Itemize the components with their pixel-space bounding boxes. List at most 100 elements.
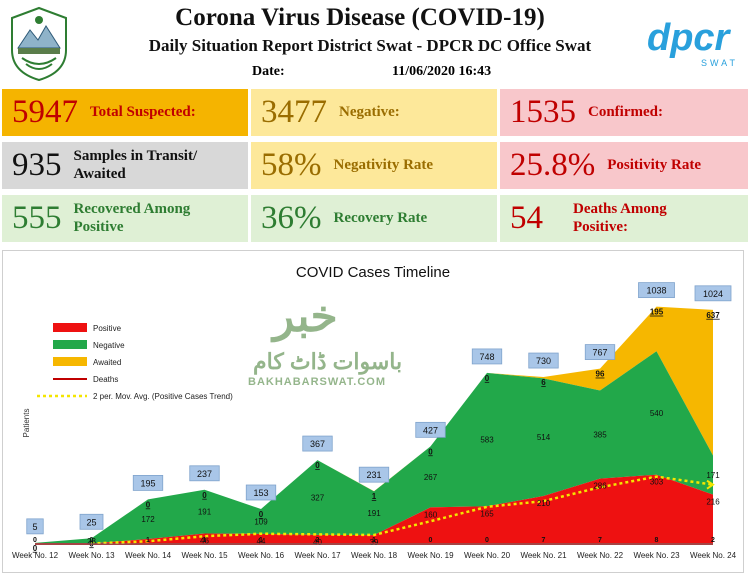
stat-label: Recovery Rate — [333, 209, 428, 226]
total-label-box — [584, 344, 616, 360]
date-label: Date: — [252, 64, 285, 79]
positive-label: 216 — [706, 498, 720, 507]
stat-label: Samples in Transit/ Awaited — [73, 148, 198, 182]
death-label: 1 — [203, 537, 207, 544]
total-label-box — [132, 475, 164, 491]
stats-grid: 5947 Total Suspected: 3477 Negative: 153… — [2, 89, 748, 245]
stat-deaths: 54 Deaths Among Positive: — [500, 195, 748, 242]
total-label-box — [471, 348, 503, 365]
total-label-box — [79, 513, 104, 530]
stat-value: 54 — [510, 200, 543, 236]
total-label: 153 — [253, 488, 268, 498]
dpcr-logo: dpcr SWAT — [647, 17, 738, 68]
death-label: 2 — [316, 537, 320, 544]
total-label-box — [26, 518, 44, 535]
death-label: 0 — [485, 537, 489, 544]
y-axis-label: Patients — [22, 409, 31, 438]
positive-label: 39 — [370, 538, 379, 547]
x-tick-label: Week No. 16 — [238, 551, 285, 560]
total-label-box — [528, 352, 559, 369]
watermark-url: BAKHABARSWAT.COM — [248, 376, 386, 388]
total-label-box — [638, 282, 675, 299]
x-tick-label: Week No. 14 — [125, 551, 172, 560]
negative-label: 171 — [706, 471, 720, 480]
death-label: 1 — [146, 537, 150, 544]
positive-label: 160 — [424, 510, 438, 519]
total-label-box — [189, 465, 220, 482]
x-tick-label: Week No. 24 — [690, 551, 737, 560]
watermark-urdu-line2: باسوات ڈاٹ کام — [253, 349, 402, 375]
total-label: 231 — [366, 470, 381, 480]
stat-value: 3477 — [261, 94, 327, 130]
stat-value: 36% — [261, 200, 322, 236]
death-label: 1 — [259, 537, 263, 544]
stat-recovered: 555 Recovered Among Positive — [2, 195, 248, 242]
chart-title: COVID Cases Timeline — [296, 264, 450, 281]
stat-value: 935 — [12, 147, 62, 183]
date-value: 11/06/2020 16:43 — [392, 64, 492, 79]
stat-label: Recovered Among Positive — [73, 201, 191, 235]
positive-label: 40 — [313, 538, 322, 547]
total-label-box — [245, 484, 277, 501]
stat-confirmed: 1535 Confirmed: — [500, 89, 748, 136]
stat-label: Total Suspected: — [90, 103, 196, 120]
positive-label: 210 — [537, 499, 551, 508]
report-subtitle: Daily Situation Report District Swat - D… — [148, 36, 592, 55]
x-tick-label: Week No. 17 — [294, 551, 341, 560]
legend-label: 2 per. Mov. Avg. (Positive Cases Trend) — [93, 392, 233, 401]
legend-label: Awaited — [93, 358, 121, 367]
stat-value: 1535 — [510, 94, 576, 130]
total-label: 748 — [479, 352, 494, 362]
death-label: 7 — [598, 537, 602, 544]
negative-label: 327 — [311, 493, 325, 502]
positive-label: 46 — [200, 536, 209, 545]
positive-label: 44 — [257, 537, 266, 546]
total-label: 367 — [310, 439, 325, 449]
total-label: 730 — [536, 356, 551, 366]
x-tick-label: Week No. 23 — [633, 551, 680, 560]
total-label: 427 — [423, 425, 438, 435]
x-tick-label: Week No. 19 — [407, 551, 454, 560]
total-label: 195 — [140, 478, 155, 488]
trend-arrow-icon — [706, 479, 715, 490]
awaited-label: 1 — [372, 492, 377, 501]
stat-label: Negative: — [339, 103, 400, 120]
watermark-urdu-line1: خبر — [270, 292, 338, 343]
report-title: Corona Virus Disease (COVID-19) — [175, 4, 545, 31]
stat-total-suspected: 5947 Total Suspected: — [2, 89, 248, 136]
awaited-label: 0 — [315, 461, 320, 470]
legend-label: Negative — [93, 341, 125, 350]
legend-swatch — [53, 357, 87, 366]
kp-government-logo — [11, 6, 67, 82]
negative-label: 109 — [254, 517, 268, 526]
negative-label: 385 — [593, 431, 607, 440]
report-header: Corona Virus Disease (COVID-19) Daily Si… — [0, 0, 749, 88]
death-label: 0 — [33, 537, 37, 544]
awaited-label: 637 — [706, 311, 720, 320]
awaited-label: 0 — [202, 491, 207, 500]
total-label-box — [358, 466, 390, 483]
total-label-box — [694, 285, 732, 302]
dpcr-logo-sub: SWAT — [701, 58, 738, 68]
chart-panel: COVID Cases Timeline Patients خبر باسوات… — [2, 250, 744, 573]
positive-label: 165 — [480, 509, 494, 518]
watermark: خبر باسوات ڈاٹ کام BAKHABARSWAT.COM — [248, 292, 402, 388]
awaited-label: 0 — [428, 447, 433, 456]
total-label: 1024 — [703, 289, 723, 299]
stat-label: Positivity Rate — [607, 156, 701, 173]
stat-positivity-rate: 25.8% Positivity Rate — [500, 142, 748, 189]
negative-label: 514 — [537, 433, 551, 442]
awaited-label: 6 — [541, 378, 546, 387]
negative-label: 23 — [87, 537, 96, 546]
dpcr-logo-text: dpcr — [647, 17, 732, 59]
death-label: 2 — [711, 537, 715, 544]
covid-timeline-chart: COVID Cases Timeline Patients خبر باسوات… — [12, 264, 737, 560]
x-tick-label: Week No. 13 — [68, 551, 115, 560]
total-label-box — [302, 435, 333, 452]
stat-samples-in-transit: 935 Samples in Transit/ Awaited — [2, 142, 248, 189]
negative-area — [35, 351, 713, 544]
awaited-label: 0 — [259, 510, 264, 519]
death-label: 8 — [655, 537, 659, 544]
death-label: 0 — [429, 537, 433, 544]
stat-value: 555 — [12, 200, 62, 236]
